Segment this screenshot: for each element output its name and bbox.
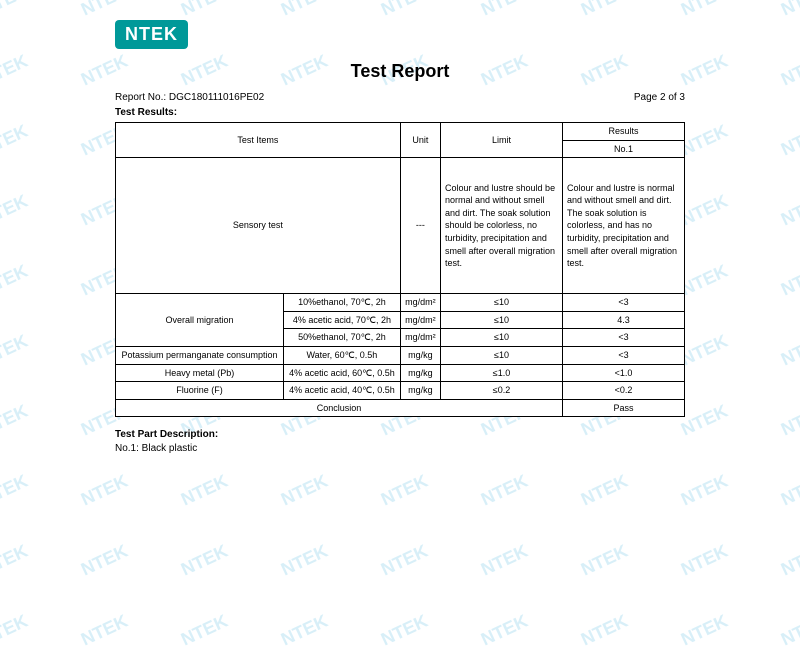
conclusion: Pass — [563, 399, 685, 417]
cell-cond: 4% acetic acid, 60℃, 0.5h — [284, 364, 401, 382]
cell-limit: ≤10 — [441, 311, 563, 329]
logo-text: NTEK — [115, 20, 188, 49]
cell-result: Colour and lustre is normal and without … — [563, 158, 685, 294]
cell-cond: 4% acetic acid, 70℃, 2h — [284, 311, 401, 329]
cell-item: Potassium permanganate consumption — [116, 346, 284, 364]
cell-unit: mg/kg — [400, 364, 440, 382]
th-no1: No.1 — [563, 140, 685, 158]
cell-result: <3 — [563, 294, 685, 312]
cell-limit: ≤10 — [441, 329, 563, 347]
part-desc-label: Test Part Description: — [115, 429, 685, 440]
cell-unit: mg/kg — [400, 382, 440, 400]
cell-limit: ≤10 — [441, 294, 563, 312]
cell-unit: mg/kg — [400, 346, 440, 364]
page-number: Page 2 of 3 — [634, 92, 685, 103]
cell-cond: Water, 60℃, 0.5h — [284, 346, 401, 364]
cell-item: Fluorine (F) — [116, 382, 284, 400]
th-results: Results — [563, 123, 685, 141]
cell-cond: 50%ethanol, 70℃, 2h — [284, 329, 401, 347]
cell-limit: ≤10 — [441, 346, 563, 364]
results-table: Test Items Unit Limit Results No.1 Senso… — [115, 122, 685, 417]
cell-result: <3 — [563, 329, 685, 347]
cell-unit: --- — [400, 158, 440, 294]
logo: NTEK — [115, 20, 188, 49]
th-unit: Unit — [400, 123, 440, 158]
results-label: Test Results: — [115, 107, 685, 118]
cell-cond: 4% acetic acid, 40℃, 0.5h — [284, 382, 401, 400]
cell-cond: 10%ethanol, 70℃, 2h — [284, 294, 401, 312]
cell-unit: mg/dm² — [400, 311, 440, 329]
part-desc: No.1: Black plastic — [115, 443, 685, 454]
cell-result: 4.3 — [563, 311, 685, 329]
th-items: Test Items — [116, 123, 401, 158]
cell-limit: ≤1.0 — [441, 364, 563, 382]
report-no: Report No.: DGC180111016PE02 — [115, 92, 264, 103]
th-limit: Limit — [441, 123, 563, 158]
cell-result: <1.0 — [563, 364, 685, 382]
cell-item: Sensory test — [116, 158, 401, 294]
cell-result: <3 — [563, 346, 685, 364]
cell-unit: mg/dm² — [400, 294, 440, 312]
cell-unit: mg/dm² — [400, 329, 440, 347]
cell-limit: ≤0.2 — [441, 382, 563, 400]
cell-limit: Colour and lustre should be normal and w… — [441, 158, 563, 294]
cell-item: Overall migration — [116, 294, 284, 347]
page-title: Test Report — [115, 61, 685, 82]
cell-item: Heavy metal (Pb) — [116, 364, 284, 382]
cell-result: <0.2 — [563, 382, 685, 400]
conclusion-label: Conclusion — [116, 399, 563, 417]
